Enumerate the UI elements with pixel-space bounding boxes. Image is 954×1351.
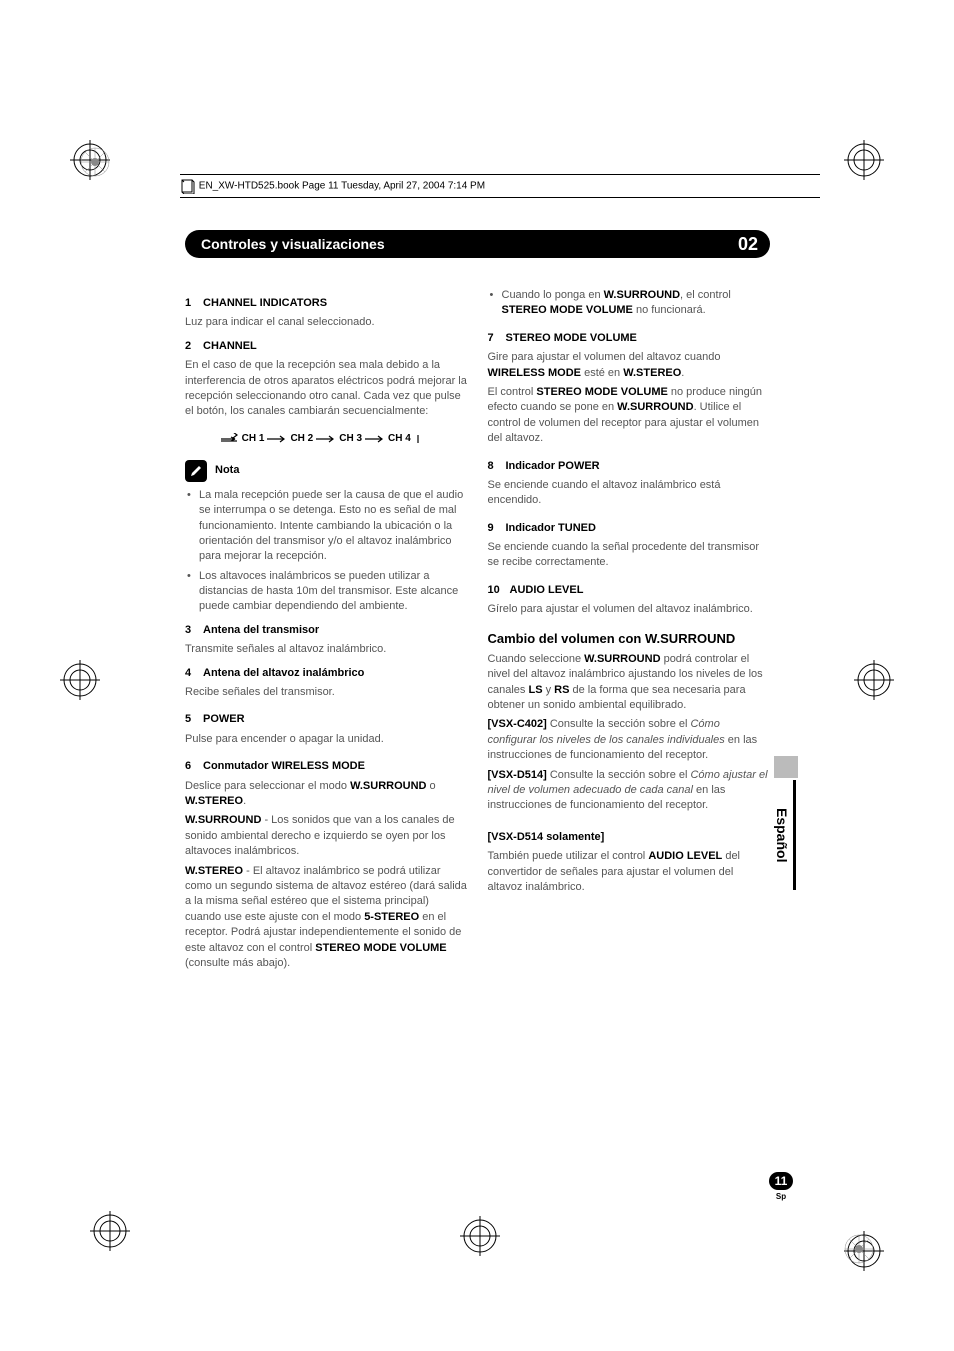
header-metadata: EN_XW-HTD525.book Page 11 Tuesday, April…	[180, 174, 820, 198]
item-body: Se enciende cuando la señal procedente d…	[488, 540, 771, 571]
page-language-code: Sp	[766, 1192, 796, 1201]
right-column: Cuando lo ponga en W.SURROUND, el contro…	[488, 288, 771, 975]
item-body: Gire para ajustar el volumen del altavoz…	[488, 350, 771, 381]
item-heading: Antena del transmisor	[203, 624, 319, 636]
arrow-icon	[219, 433, 239, 445]
page-title: Controles y visualizaciones	[201, 236, 385, 252]
item-number: 8	[488, 459, 506, 474]
star-mark-icon	[80, 147, 110, 177]
language-label: Español	[774, 780, 796, 890]
item-number: 2	[185, 339, 203, 354]
list-item: La mala recepción puede ser la causa de …	[185, 488, 468, 565]
item-body: Gírelo para ajustar el volumen del altav…	[488, 602, 771, 617]
item-number: 1	[185, 296, 203, 311]
item-heading: AUDIO LEVEL	[510, 584, 584, 596]
arrow-right-icon	[316, 435, 336, 443]
section-body: [VSX-D514] Consulte la sección sobre el …	[488, 768, 771, 814]
item-heading: POWER	[203, 713, 245, 725]
item-body: En el caso de que la recepción sea mala …	[185, 358, 468, 420]
language-tab: Español	[774, 780, 798, 890]
sub-heading: [VSX-D514 solamente]	[488, 830, 771, 845]
arrow-icon	[416, 433, 436, 445]
section-body: También puede utilizar el control AUDIO …	[488, 849, 771, 895]
registration-mark-icon	[90, 1211, 130, 1251]
registration-mark-icon	[460, 1216, 500, 1256]
channel-sequence-diagram: CH 1 CH 2 CH 3 CH 4	[185, 432, 468, 446]
left-column: 1CHANNEL INDICATORS Luz para indicar el …	[185, 288, 468, 975]
arrow-right-icon	[267, 435, 287, 443]
item-body: Transmite señales al altavoz inalámbrico…	[185, 642, 468, 657]
item-heading: STEREO MODE VOLUME	[506, 332, 637, 344]
item-body: Recibe señales del transmisor.	[185, 685, 468, 700]
arrow-right-icon	[365, 435, 385, 443]
pencil-icon	[185, 460, 207, 482]
channel-label: CH 3	[339, 432, 362, 446]
item-body: Luz para indicar el canal seleccionado.	[185, 315, 468, 330]
registration-mark-icon	[844, 140, 884, 180]
registration-mark-icon	[60, 660, 100, 700]
item-heading: Indicador TUNED	[506, 522, 596, 534]
item-number: 6	[185, 759, 203, 774]
note-header: Nota	[185, 460, 468, 482]
registration-mark-icon	[854, 660, 894, 700]
title-bar: Controles y visualizaciones 02	[185, 230, 770, 258]
item-heading: Antena del altavoz inalámbrico	[203, 667, 364, 679]
item-body: W.STEREO - El altavoz inalámbrico se pod…	[185, 864, 468, 972]
list-item: Los altavoces inalámbricos se pueden uti…	[185, 569, 468, 615]
item-number: 7	[488, 331, 506, 346]
item-number: 10	[488, 583, 510, 598]
note-label: Nota	[215, 463, 239, 478]
section-body: [VSX-C402] Consulte la sección sobre el …	[488, 717, 771, 763]
item-heading: Indicador POWER	[506, 460, 600, 472]
book-icon	[180, 178, 196, 194]
section-body: Cuando seleccione W.SURROUND podrá contr…	[488, 652, 771, 714]
note-list: La mala recepción puede ser la causa de …	[185, 488, 468, 615]
channel-label: CH 2	[290, 432, 313, 446]
item-heading: Conmutador WIRELESS MODE	[203, 760, 365, 772]
page-content: Controles y visualizaciones 02 1CHANNEL …	[185, 230, 770, 975]
item-heading: CHANNEL INDICATORS	[203, 297, 327, 309]
item-body: Deslice para seleccionar el modo W.SURRO…	[185, 779, 468, 810]
list-item: Cuando lo ponga en W.SURROUND, el contro…	[488, 288, 771, 319]
header-text: EN_XW-HTD525.book Page 11 Tuesday, April…	[199, 181, 485, 192]
item-body: W.SURROUND - Los sonidos que van a los c…	[185, 813, 468, 859]
item-heading: CHANNEL	[203, 340, 257, 352]
item-body: Se enciende cuando el altavoz inalámbric…	[488, 478, 771, 509]
chapter-number: 02	[738, 234, 758, 255]
item-body: Pulse para encender o apagar la unidad.	[185, 732, 468, 747]
page-number: 11	[769, 1172, 794, 1190]
section-heading: Cambio del volumen con W.SURROUND	[488, 630, 771, 648]
item-body: El control STEREO MODE VOLUME no produce…	[488, 385, 771, 447]
channel-label: CH 1	[242, 432, 265, 446]
channel-label: CH 4	[388, 432, 411, 446]
item-number: 3	[185, 623, 203, 638]
page-number-badge: 11 Sp	[766, 1172, 796, 1201]
item-number: 4	[185, 666, 203, 681]
side-gray-tab	[774, 756, 798, 778]
bullet-list: Cuando lo ponga en W.SURROUND, el contro…	[488, 288, 771, 319]
star-mark-icon	[844, 1234, 874, 1264]
item-number: 9	[488, 521, 506, 536]
item-number: 5	[185, 712, 203, 727]
